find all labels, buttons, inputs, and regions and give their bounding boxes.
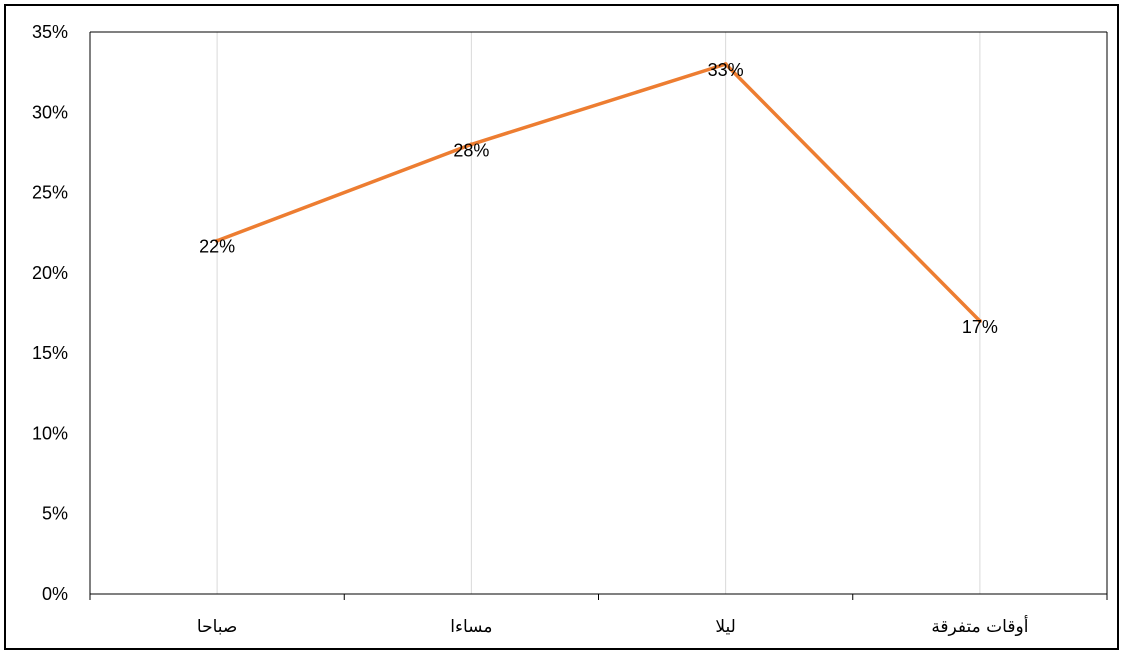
y-tick-label: 30% bbox=[32, 102, 68, 122]
x-tick-label: مساءا bbox=[450, 617, 492, 637]
y-tick-label: 5% bbox=[42, 504, 68, 524]
data-label: 17% bbox=[962, 317, 998, 337]
data-point bbox=[723, 62, 728, 67]
chart-frame bbox=[4, 4, 1119, 650]
y-tick-label: 35% bbox=[32, 22, 68, 42]
y-tick-label: 25% bbox=[32, 183, 68, 203]
y-tick-label: 15% bbox=[32, 343, 68, 363]
data-point bbox=[469, 142, 474, 147]
y-tick-label: 10% bbox=[32, 423, 68, 443]
data-label: 33% bbox=[708, 60, 744, 80]
data-point bbox=[977, 319, 982, 324]
x-tick-label: ليلا bbox=[715, 617, 735, 637]
y-tick-label: 20% bbox=[32, 263, 68, 283]
x-tick-label: أوقات متفرقة bbox=[931, 615, 1028, 637]
x-tick-label: صباحا bbox=[197, 617, 237, 637]
plot-area: 0% 5% 10% 15% 20% 25% 30% 35% صباحا مساءا ليلا أوقا… bbox=[32, 22, 1108, 637]
data-label: 28% bbox=[453, 140, 489, 160]
series-line bbox=[215, 62, 982, 323]
data-label: 22% bbox=[199, 237, 235, 257]
y-tick-label: 0% bbox=[42, 584, 68, 604]
data-point bbox=[215, 238, 220, 243]
